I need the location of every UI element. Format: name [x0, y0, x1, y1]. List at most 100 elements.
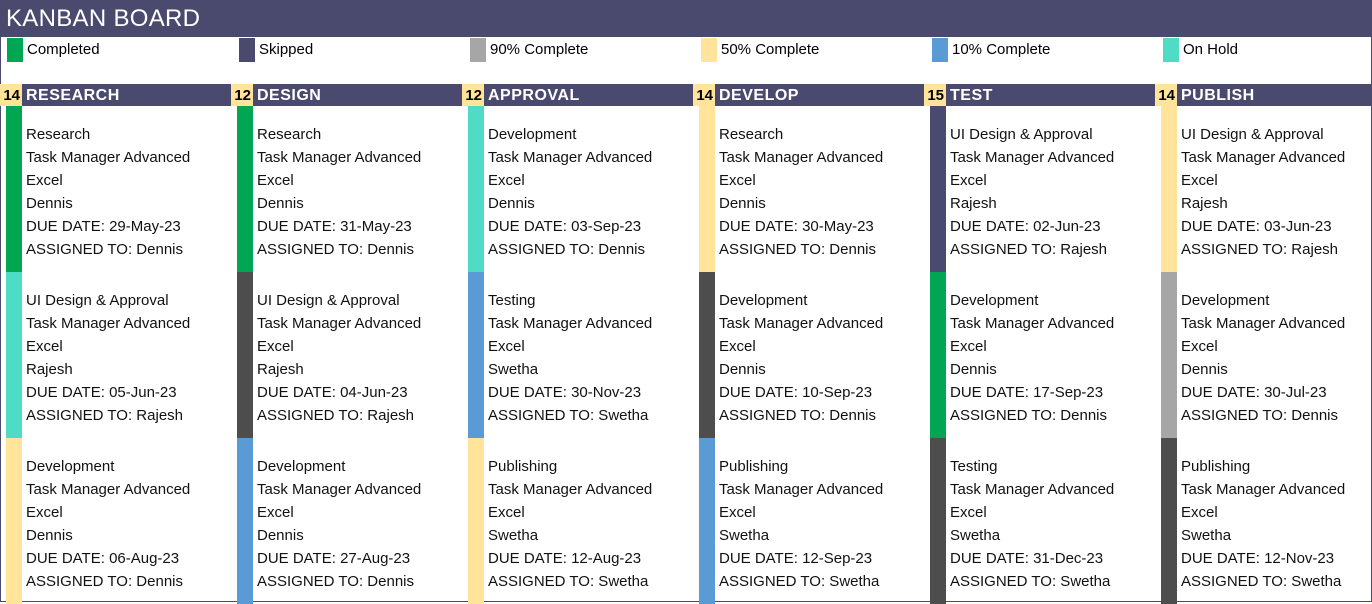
card-category: Excel: [257, 504, 294, 521]
card-owner: Dennis: [950, 361, 997, 378]
card-owner: Swetha: [488, 527, 539, 544]
column-header: 14 RESEARCH: [0, 84, 231, 106]
card-details: UI Design & Approval Task Manager Advance…: [26, 289, 190, 427]
legend-swatch: [239, 38, 255, 62]
card-due: DUE DATE: 03-Jun-23: [1181, 218, 1332, 235]
card-details: Research Task Manager Advanced Excel Dennis…: [26, 123, 190, 261]
card-project: Task Manager Advanced: [719, 481, 884, 498]
card-task: UI Design & Approval: [1181, 126, 1324, 143]
board-title: KANBAN BOARD: [0, 0, 1372, 37]
card-details: UI Design & Approval Task Manager Advance…: [950, 123, 1114, 261]
card-project: Task Manager Advanced: [257, 481, 422, 498]
task-card[interactable]: Research Task Manager Advanced Excel Dennis…: [231, 106, 462, 272]
kanban-board: 14 RESEARCH Research Task Manager Advanced E…: [0, 65, 1372, 604]
card-category: Excel: [719, 504, 756, 521]
card-category: Excel: [488, 338, 525, 355]
task-card[interactable]: UI Design & Approval Task Manager Advance…: [924, 106, 1155, 272]
column-header: 12 APPROVAL: [462, 84, 693, 106]
card-assigned: ASSIGNED TO: Swetha: [488, 573, 649, 590]
legend-swatch: [1163, 38, 1179, 62]
card-status-bar: [930, 438, 946, 604]
task-card[interactable]: UI Design & Approval Task Manager Advance…: [1155, 106, 1372, 272]
column-title: PUBLISH: [1177, 84, 1372, 106]
card-due: DUE DATE: 31-May-23: [257, 218, 412, 235]
card-project: Task Manager Advanced: [1181, 149, 1346, 166]
card-task: UI Design & Approval: [257, 292, 400, 309]
column-header: 15 TEST: [924, 84, 1155, 106]
legend-swatch: [701, 38, 717, 62]
card-project: Task Manager Advanced: [488, 315, 653, 332]
legend-label: Completed: [27, 41, 100, 58]
task-card[interactable]: Publishing Task Manager Advanced Excel Swet…: [1155, 438, 1372, 604]
task-card[interactable]: Development Task Manager Advanced Excel Den…: [462, 106, 693, 272]
task-card[interactable]: Research Task Manager Advanced Excel Dennis…: [0, 106, 231, 272]
card-assigned: ASSIGNED TO: Rajesh: [257, 407, 415, 424]
card-status-bar: [237, 272, 253, 438]
task-card[interactable]: Testing Task Manager Advanced Excel Swetha D…: [462, 272, 693, 438]
card-due: DUE DATE: 12-Nov-23: [1181, 550, 1335, 567]
task-card[interactable]: Research Task Manager Advanced Excel Dennis…: [693, 106, 924, 272]
card-assigned: ASSIGNED TO: Rajesh: [26, 407, 184, 424]
card-status-bar: [699, 106, 715, 272]
column-count-badge: 12: [462, 84, 484, 106]
legend-label: On Hold: [1183, 41, 1239, 58]
card-status-bar: [930, 106, 946, 272]
card-owner: Dennis: [257, 527, 304, 544]
card-owner: Swetha: [719, 527, 770, 544]
column-publish: 14 PUBLISH UI Design & Approval Task Manage…: [1155, 65, 1372, 604]
card-task: Research: [257, 126, 322, 143]
card-due: DUE DATE: 03-Sep-23: [488, 218, 642, 235]
column-title: DEVELOP: [715, 84, 924, 106]
card-project: Task Manager Advanced: [950, 481, 1115, 498]
card-category: Excel: [950, 172, 987, 189]
card-due: DUE DATE: 06-Aug-23: [26, 550, 180, 567]
task-card[interactable]: Development Task Manager Advanced Excel Den…: [231, 438, 462, 604]
card-category: Excel: [26, 504, 63, 521]
task-card[interactable]: Development Task Manager Advanced Excel Den…: [1155, 272, 1372, 438]
task-card[interactable]: UI Design & Approval Task Manager Advance…: [0, 272, 231, 438]
card-details: Development Task Manager Advanced Excel Den…: [1181, 289, 1345, 427]
card-category: Excel: [1181, 504, 1218, 521]
task-card[interactable]: Publishing Task Manager Advanced Excel Swet…: [462, 438, 693, 604]
card-details: Development Task Manager Advanced Excel Den…: [257, 455, 421, 593]
card-task: Publishing: [488, 458, 558, 475]
card-project: Task Manager Advanced: [26, 315, 191, 332]
legend-swatch: [470, 38, 486, 62]
card-owner: Rajesh: [257, 361, 304, 378]
card-assigned: ASSIGNED TO: Dennis: [257, 573, 415, 590]
card-status-bar: [468, 272, 484, 438]
task-card[interactable]: Development Task Manager Advanced Excel Den…: [0, 438, 231, 604]
card-due: DUE DATE: 12-Sep-23: [719, 550, 873, 567]
task-card[interactable]: Publishing Task Manager Advanced Excel Swet…: [693, 438, 924, 604]
card-project: Task Manager Advanced: [1181, 481, 1346, 498]
card-task: Publishing: [1181, 458, 1251, 475]
card-task: Development: [950, 292, 1039, 309]
column-header: 14 PUBLISH: [1155, 84, 1372, 106]
card-category: Excel: [950, 338, 987, 355]
card-owner: Swetha: [1181, 527, 1232, 544]
card-assigned: ASSIGNED TO: Rajesh: [1181, 241, 1339, 258]
column-count-badge: 15: [924, 84, 946, 106]
card-assigned: ASSIGNED TO: Rajesh: [950, 241, 1108, 258]
card-due: DUE DATE: 10-Sep-23: [719, 384, 873, 401]
card-category: Excel: [719, 338, 756, 355]
card-due: DUE DATE: 02-Jun-23: [950, 218, 1101, 235]
card-due: DUE DATE: 17-Sep-23: [950, 384, 1104, 401]
card-assigned: ASSIGNED TO: Dennis: [1181, 407, 1339, 424]
card-project: Task Manager Advanced: [488, 481, 653, 498]
task-card[interactable]: Testing Task Manager Advanced Excel Swetha D…: [924, 438, 1155, 604]
card-owner: Rajesh: [26, 361, 73, 378]
card-project: Task Manager Advanced: [488, 149, 653, 166]
task-card[interactable]: UI Design & Approval Task Manager Advance…: [231, 272, 462, 438]
card-assigned: ASSIGNED TO: Swetha: [488, 407, 649, 424]
card-project: Task Manager Advanced: [26, 149, 191, 166]
card-project: Task Manager Advanced: [950, 315, 1115, 332]
task-card[interactable]: Development Task Manager Advanced Excel Den…: [693, 272, 924, 438]
card-project: Task Manager Advanced: [950, 149, 1115, 166]
card-task: Publishing: [719, 458, 789, 475]
card-assigned: ASSIGNED TO: Dennis: [719, 407, 877, 424]
card-task: Research: [719, 126, 784, 143]
task-card[interactable]: Development Task Manager Advanced Excel Den…: [924, 272, 1155, 438]
card-owner: Rajesh: [950, 195, 997, 212]
card-due: DUE DATE: 27-Aug-23: [257, 550, 411, 567]
